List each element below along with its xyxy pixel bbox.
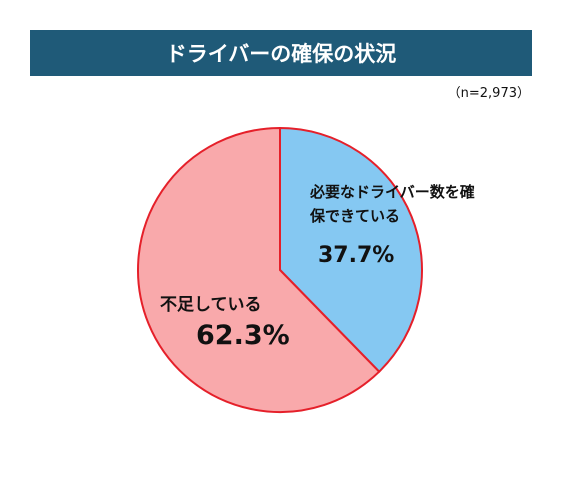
title-banner: ドライバーの確保の状況	[30, 30, 532, 76]
pie-slice	[279, 126, 423, 374]
slice-label: 必要なドライバー数を確保できている	[310, 183, 475, 225]
value-label: 62.3%	[196, 320, 290, 351]
note: （n=2,973）	[447, 86, 530, 101]
chart-title: ドライバーの確保の状況	[165, 42, 397, 66]
pie-slice	[137, 126, 381, 413]
value-label: 37.7%	[318, 243, 395, 268]
slice-label: 不足している	[160, 295, 262, 315]
